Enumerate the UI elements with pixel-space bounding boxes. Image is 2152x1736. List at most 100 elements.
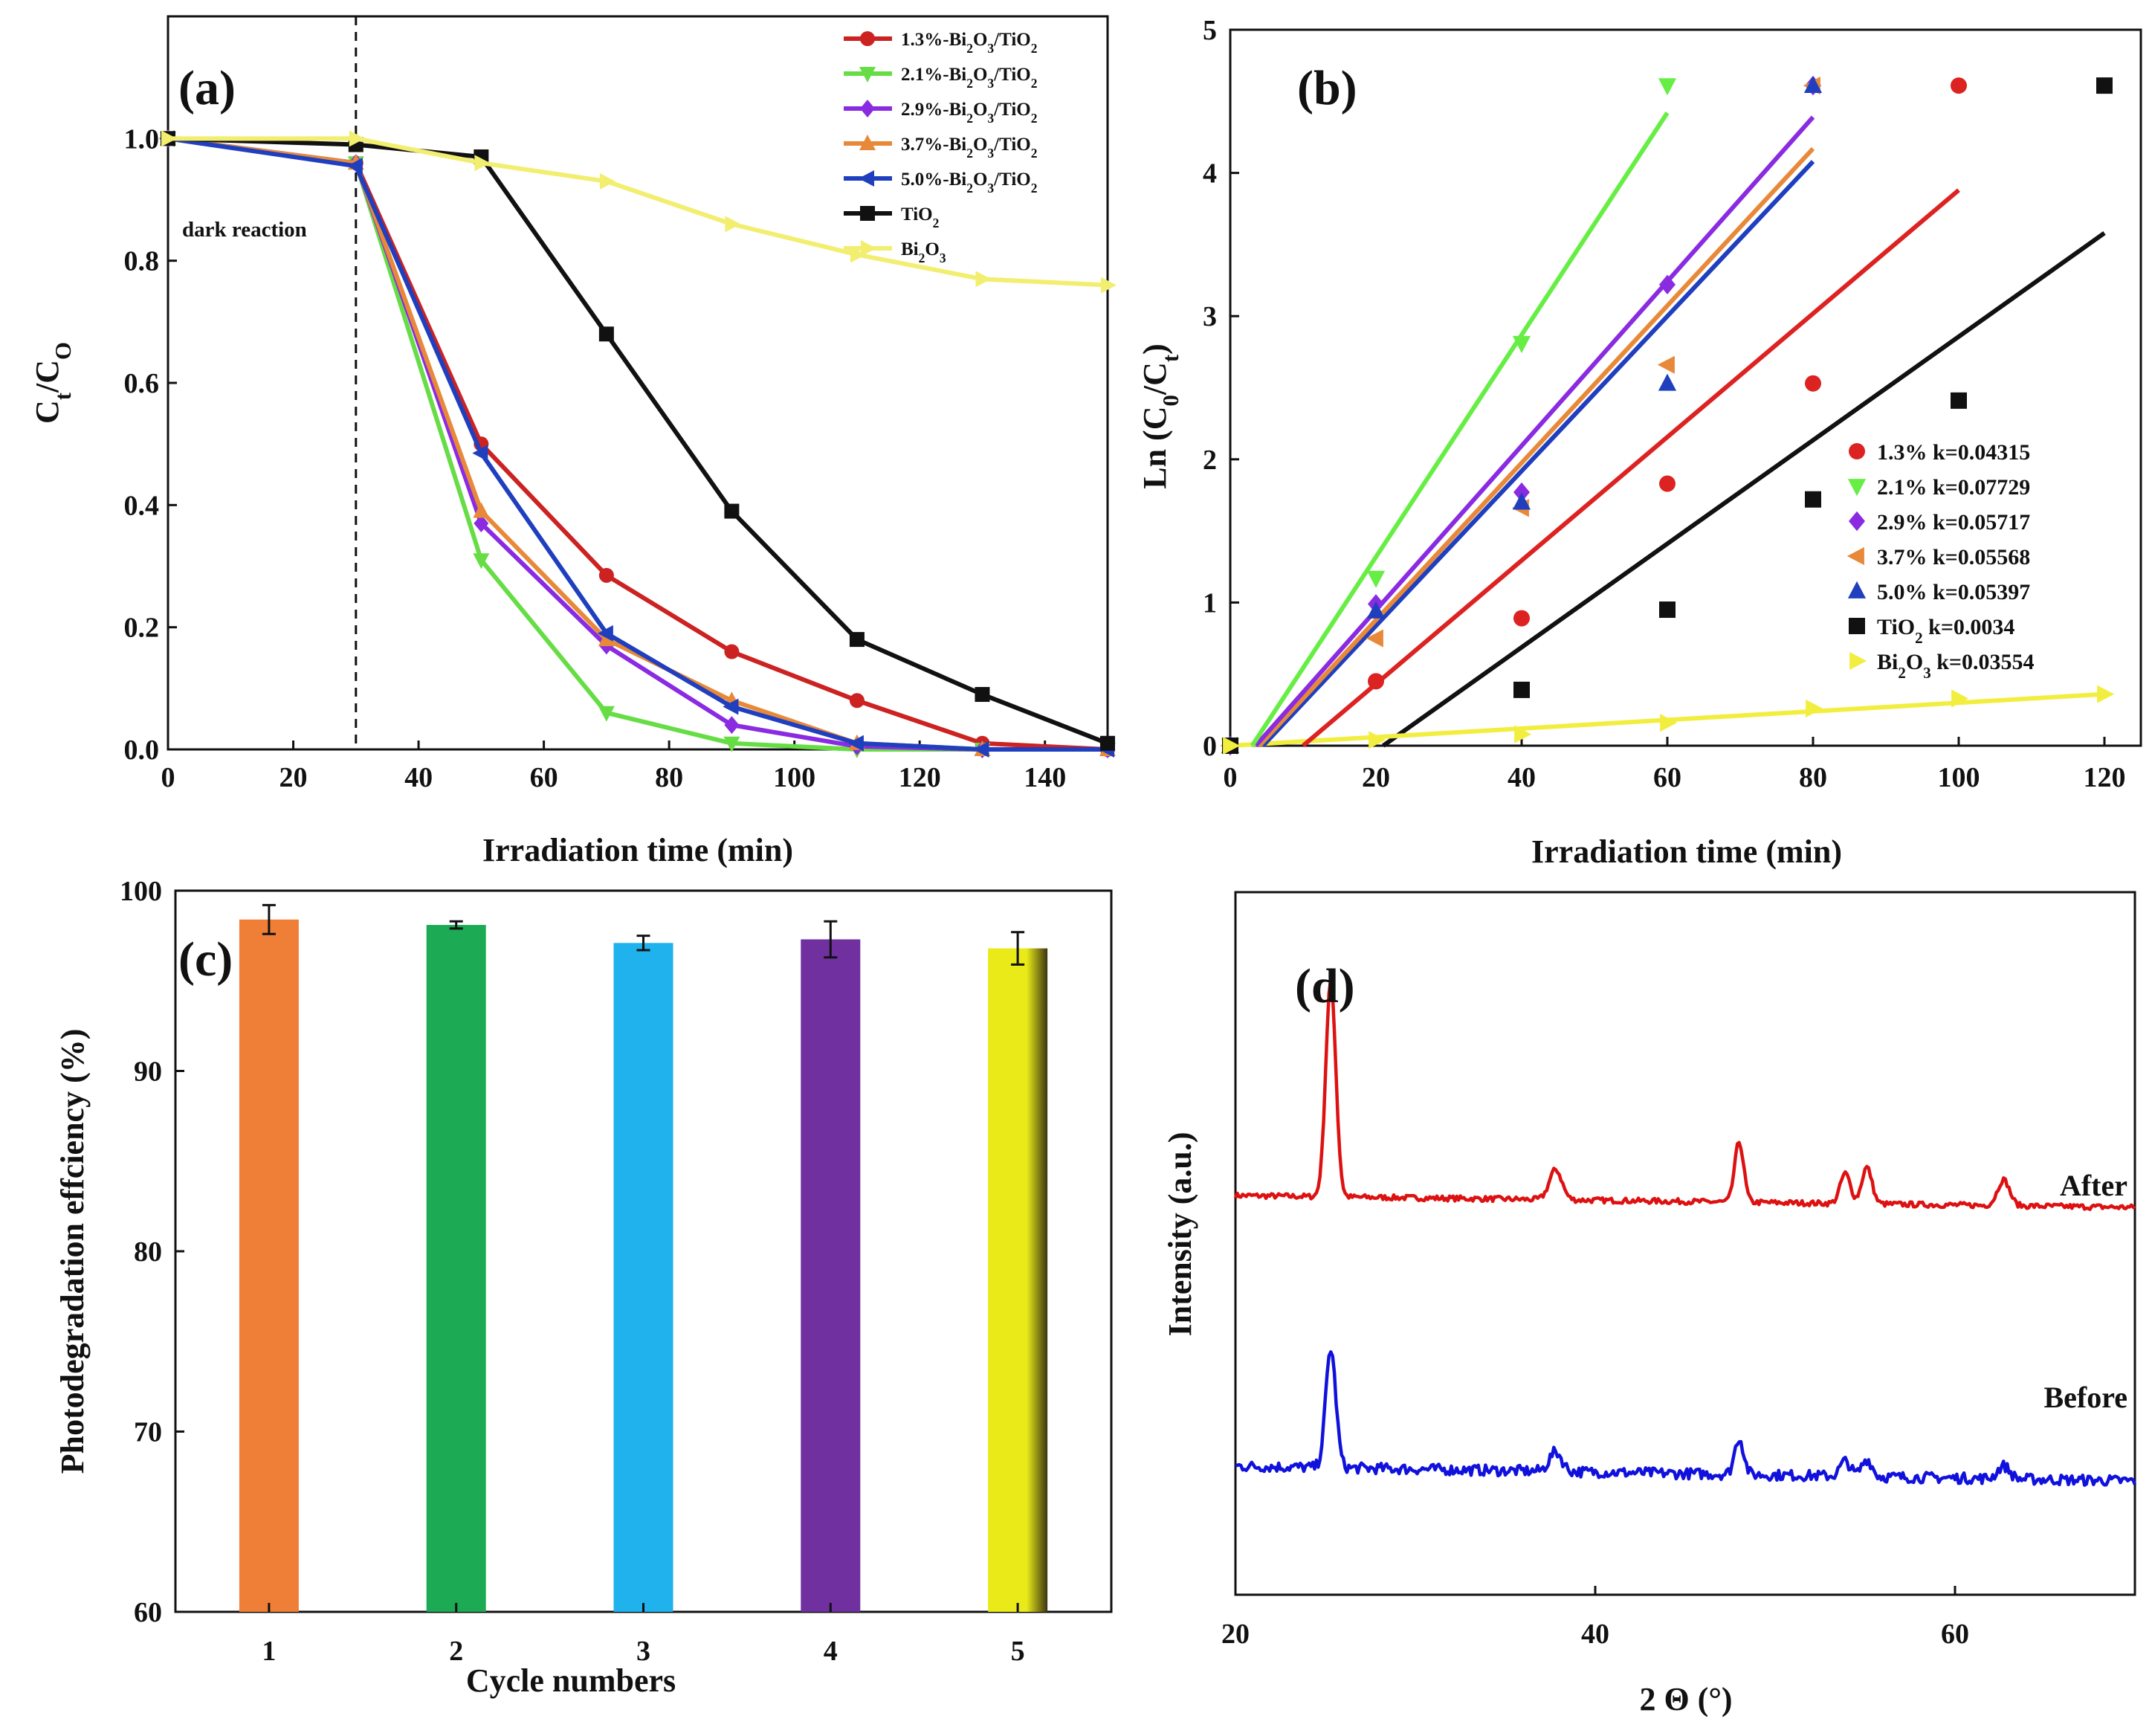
y-tick-label: 90 (134, 1056, 162, 1088)
fit-line (1382, 231, 2106, 748)
x-tick-label: 100 (1938, 762, 1980, 793)
x-tick-label: 5 (1011, 1636, 1025, 1667)
legend-item: 5.0% k=0.05397 (1847, 580, 2030, 604)
panel-a: 0 20 40 60 80 100 120 140 0.0 0.2 0.4 0.6 0.8 1.0 dark… (29, 15, 1117, 868)
legend-marker (1849, 651, 1867, 671)
legend-item: 2.9% k=0.05717 (1849, 510, 2030, 535)
data-point (474, 514, 489, 532)
x-tick-label: 20 (279, 762, 308, 793)
x-tick-label: 1 (262, 1636, 276, 1667)
legend-label: 5.0% k=0.05397 (1877, 580, 2030, 604)
legend-label: 2.9% k=0.05717 (1877, 510, 2030, 535)
data-point (725, 216, 741, 233)
panel-label: (b) (1297, 61, 1357, 115)
data-point (849, 693, 865, 709)
data-point (598, 326, 614, 342)
x-tick-label: 0 (1224, 762, 1238, 793)
data-point (724, 503, 740, 519)
x-tick-label: 40 (1508, 762, 1536, 793)
panel-label: (d) (1295, 959, 1355, 1013)
data-point (724, 716, 740, 735)
legend: 1.3%-Bi2O3/TiO2 2.1%-Bi2O3/TiO2 2.9%-Bi2O3… (844, 30, 1037, 265)
legend-item: 1.3%-Bi2O3/TiO2 (844, 30, 1037, 56)
data-point (474, 155, 491, 172)
legend-marker (1849, 511, 1865, 532)
data-point (1806, 699, 1823, 718)
fit-line (1302, 188, 1960, 748)
data-point (1100, 735, 1115, 751)
x-tick-label: 60 (1653, 762, 1681, 793)
y-tick-label: 0.8 (124, 246, 160, 277)
plot-frame (1229, 28, 2142, 747)
legend-marker (859, 135, 876, 150)
legend-marker (1846, 546, 1864, 566)
data-point (1660, 714, 1678, 732)
data-point (1657, 355, 1675, 374)
error-bar (262, 903, 276, 935)
error-bar (1011, 931, 1025, 966)
panel-label: (c) (178, 932, 233, 987)
x-tick-label: 3 (636, 1636, 650, 1667)
x-tick-label: 80 (1799, 762, 1827, 793)
x-tick-label: 100 (773, 762, 815, 793)
data-point (724, 644, 740, 659)
data-point (597, 625, 613, 642)
legend-label: 3.7% k=0.05568 (1877, 545, 2030, 569)
data-point (1366, 629, 1383, 648)
x-axis-label: 2 Θ (°) (1639, 1681, 1732, 1717)
legend-marker (1847, 581, 1867, 598)
data-point (2096, 77, 2113, 94)
bar-cycle-4 (801, 939, 861, 1612)
legend-item: 2.9%-Bi2O3/TiO2 (844, 100, 1037, 126)
data-point (346, 158, 363, 175)
data-point (1951, 77, 1967, 94)
fit-line (1254, 115, 1815, 747)
legend-item: 3.7% k=0.05568 (1846, 545, 2030, 569)
legend-item: Bi2O3 k=0.03554 (1849, 650, 2034, 682)
x-axis-label: Irradiation time (min) (1531, 833, 1842, 870)
data-point (1803, 75, 1823, 94)
y-tick-label: 0.6 (124, 368, 160, 399)
y-tick-label: 100 (120, 876, 162, 907)
legend-label: Bi2O3 (901, 239, 946, 265)
data-point (161, 130, 177, 147)
y-axis-label: Photodegradation effciency (%) (54, 1029, 91, 1474)
data-point (1512, 335, 1531, 353)
legend-item: 1.3% k=0.04315 (1849, 440, 2030, 465)
error-bar (824, 920, 838, 959)
error-bar (449, 920, 463, 930)
data-point (1223, 736, 1241, 755)
series-line (167, 136, 1108, 752)
series-7 (1223, 685, 2115, 755)
y-tick-label: 80 (134, 1236, 162, 1268)
legend-label: 5.0%-Bi2O3/TiO2 (901, 170, 1037, 196)
y-tick-label: 3 (1203, 301, 1217, 332)
fit-line (1258, 146, 1815, 748)
legend-label: 2.1%-Bi2O3/TiO2 (901, 65, 1037, 91)
y-axis-label: Ln (C0/Ct) (1137, 343, 1183, 489)
x-tick-label: 20 (1362, 762, 1390, 793)
legend-label: Bi2O3 k=0.03554 (1877, 650, 2034, 682)
legend: 1.3% k=0.04315 2.1% k=0.07729 2.9% k=0.057… (1846, 440, 2034, 682)
data-point (1366, 601, 1386, 619)
legend-marker (1849, 443, 1865, 459)
x-tick-label: 0 (161, 762, 175, 793)
x-tick-label: 60 (1941, 1619, 1969, 1650)
data-point (1951, 689, 1969, 708)
data-point (1366, 570, 1386, 588)
legend-marker (859, 67, 876, 83)
x-axis-label: Irradiation time (min) (482, 832, 793, 868)
data-point (349, 130, 365, 147)
legend-item: 2.1% k=0.07729 (1847, 475, 2030, 500)
data-point (1513, 482, 1530, 503)
series-7 (161, 130, 1117, 294)
y-tick-label: 0.2 (124, 613, 160, 644)
y-tick-label: 2 (1203, 445, 1217, 476)
legend-label: 1.3%-Bi2O3/TiO2 (901, 30, 1037, 56)
legend-marker (860, 100, 875, 117)
x-tick-label: 20 (1221, 1619, 1250, 1650)
data-point (1951, 392, 1967, 409)
x-tick-label: 120 (899, 762, 941, 793)
data-point (1658, 373, 1677, 391)
data-point (1369, 731, 1386, 749)
